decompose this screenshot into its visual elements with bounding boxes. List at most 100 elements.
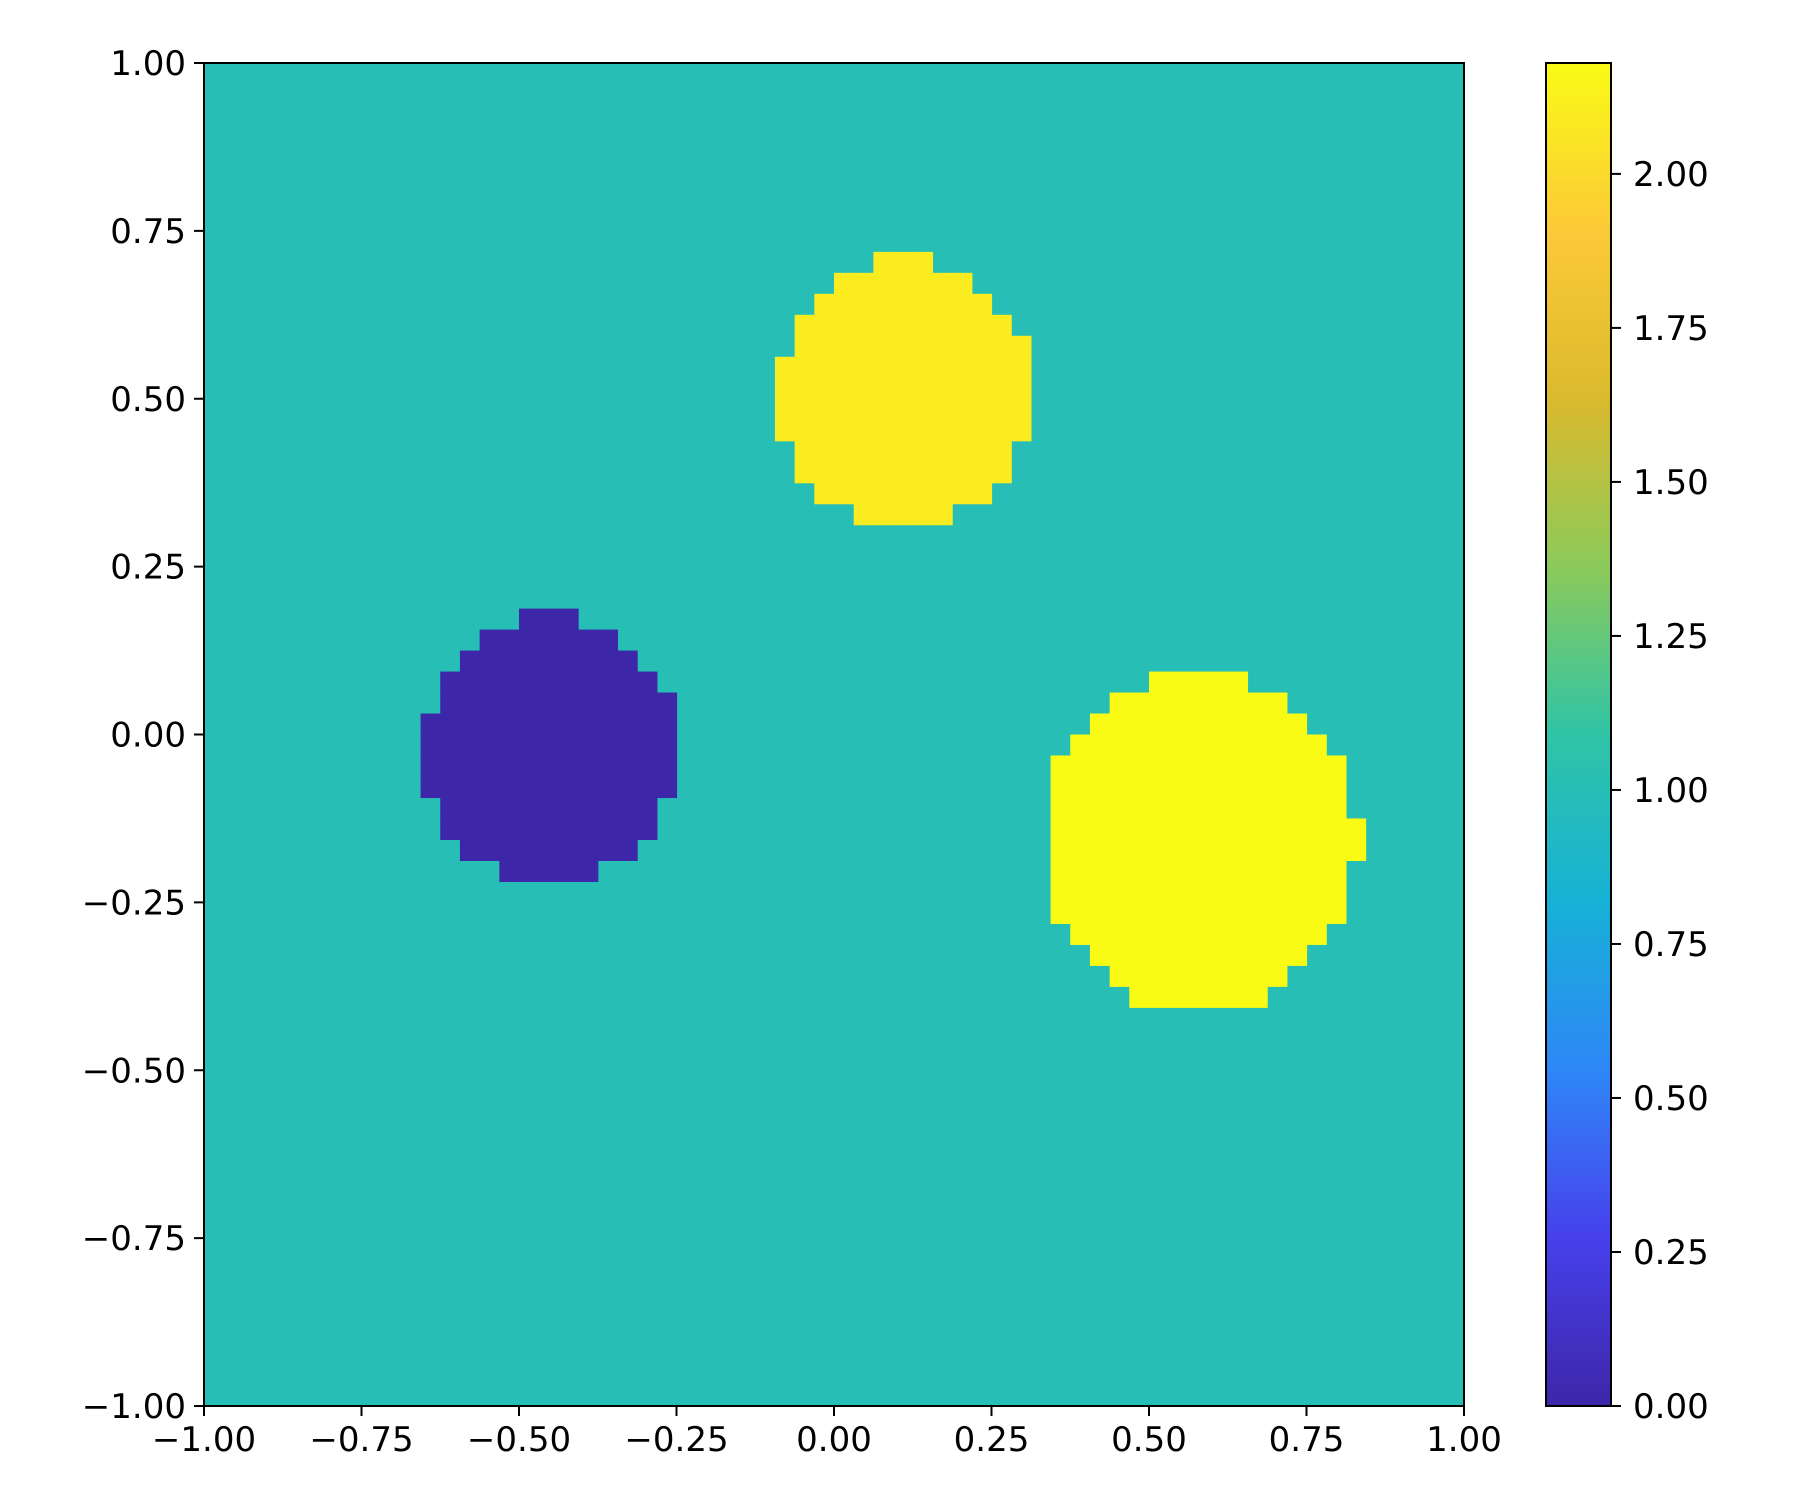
y-axis: −1.00 −0.75 −0.50 −0.25 0.00 0.25 0.50 0.75 1.00 [82,44,204,1427]
heatmap-cell [1070,755,1091,778]
heatmap-cell [1188,671,1209,694]
heatmap-cell [932,503,953,526]
heatmap-cell [1247,797,1268,820]
heatmap-cell [1129,755,1150,778]
heatmap-cell [814,377,835,400]
heatmap-cell [459,818,481,841]
heatmap-cell [1267,818,1288,841]
heatmap-cell [1109,692,1130,715]
heatmap-cell [814,356,835,379]
heatmap-cell [637,755,658,778]
heatmap-cell [932,440,953,463]
heatmap-cell [794,419,815,442]
heatmap-cell [1326,881,1347,903]
heatmap-cell [873,335,894,358]
heatmap-cell [1149,734,1170,757]
heatmap-cell [1089,860,1111,882]
heatmap-cell [578,671,599,694]
heatmap-cell [538,713,559,736]
colorbar-tick-label: 0.50 [1633,1079,1709,1119]
x-tick-label: 1.00 [1426,1420,1502,1460]
heatmap-cell [1227,902,1249,924]
heatmap-cell [440,671,461,694]
heatmap-cell [637,671,658,694]
heatmap-cell [420,713,441,736]
heatmap-cell [952,461,973,484]
heatmap-cell [1227,692,1249,715]
heatmap-cell [558,713,579,736]
heatmap-cell [853,503,874,526]
heatmap-cell [499,734,520,757]
heatmap-cell [1168,923,1189,945]
heatmap-cell [538,650,559,673]
heatmap-cell [479,755,500,778]
heatmap-cell [1227,671,1249,694]
heatmap-cell [1326,860,1347,882]
colorbar-tick-label: 0.00 [1633,1387,1709,1427]
heatmap-cell [991,335,1012,358]
x-axis: −1.00 −0.75 −0.50 −0.25 0.00 0.25 0.50 0.75 1.00 [152,1406,1502,1460]
heatmap-cell [617,776,638,799]
heatmap-cell [578,818,599,841]
heatmap-cell [617,650,638,673]
heatmap-cell [479,734,500,757]
heatmap-cell [873,272,894,295]
heatmap-cell [1089,734,1111,757]
colorbar: 0.00 0.25 0.50 0.75 1.00 1.25 1.50 1.75 2.00 [1545,62,1709,1427]
heatmap-cell [1306,818,1327,841]
heatmap-cell [1089,713,1111,736]
heatmap-cell [1247,713,1268,736]
heatmap-cell [420,734,441,757]
heatmap-cell [834,293,855,316]
heatmap-cell [834,398,855,421]
heatmap-cell [1129,944,1150,966]
y-tick-label: −0.25 [82,883,186,923]
heatmap-cell [893,461,914,484]
heatmap-cell [991,377,1012,400]
heatmap-cell [1326,755,1347,778]
heatmap-cell [932,293,953,316]
heatmap-cell [538,608,559,631]
heatmap-cell [558,671,579,694]
heatmap-cell [538,629,559,652]
heatmap-cell [1247,923,1268,945]
heatmap-cell [1168,839,1189,861]
heatmap-cell [637,692,658,715]
heatmap-cell [1168,713,1189,736]
heatmap-cell [1306,902,1327,924]
heatmap-cell [637,713,658,736]
heatmap-cell [912,461,934,484]
heatmap-cell [971,356,993,379]
heatmap-cell [1326,839,1347,861]
heatmap-cell [1129,965,1150,987]
heatmap-cell [774,377,796,400]
heatmap-cell [853,272,874,295]
heatmap-cell [637,734,658,757]
heatmap-cell [519,608,540,631]
heatmap-cell [893,503,914,526]
heatmap-cell [1247,818,1268,841]
heatmap-cell [893,293,914,316]
x-tick-label: 0.00 [796,1420,872,1460]
heatmap-cell [1286,818,1308,841]
heatmap-cell [479,818,500,841]
heatmap-cell [1109,944,1130,966]
heatmap-cell [1089,818,1111,841]
heatmap-cell [558,692,579,715]
heatmap-cell [479,629,500,652]
heatmap-cell [1188,734,1209,757]
heatmap-cell [440,818,461,841]
heatmap-cell [1326,776,1347,799]
heatmap-cell [912,272,934,295]
heatmap-cell [1011,377,1032,400]
heatmap-cell [873,356,894,379]
heatmap-cell [1267,902,1288,924]
heatmap-cell [519,692,540,715]
heatmap-cell [479,839,500,861]
heatmap-cell [971,335,993,358]
heatmap-cell [558,734,579,757]
heatmap-cell [459,734,481,757]
heatmap-cell [1089,923,1111,945]
heatmap-cell [794,377,815,400]
